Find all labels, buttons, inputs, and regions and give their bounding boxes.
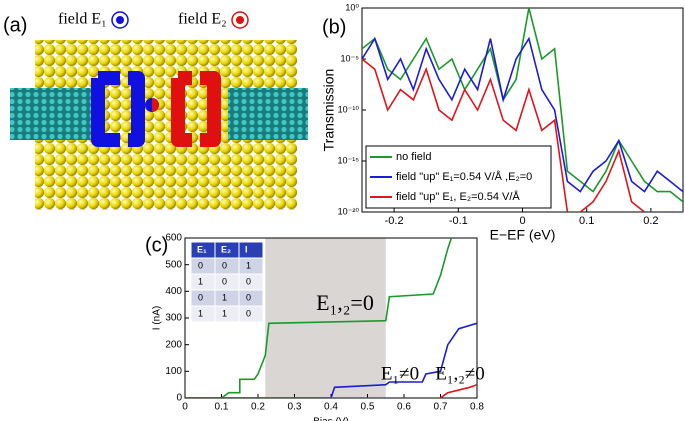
field-label: field E₂: [178, 11, 227, 28]
x-tick-label: 0.6: [397, 402, 411, 413]
y-axis-label: I (nA): [152, 306, 163, 330]
x-tick-label: 0.3: [288, 402, 302, 413]
y-tick-label: 500: [165, 259, 182, 270]
series-line: [185, 322, 477, 398]
table-cell: [238, 305, 264, 323]
x-tick-label: 0: [182, 402, 188, 413]
chart-b: -0.2 -0.1 0 0.1 0.2 10⁻²⁰ 10⁻¹⁵ 10⁻¹⁰ 10⁻⁵ 10⁰ E−E…: [321, 2, 684, 243]
x-axis-label: Bias (V): [313, 417, 349, 421]
y-tick-label: 200: [165, 339, 182, 350]
y-axis-label: Transmission: [321, 69, 337, 152]
x-tick-label: 0.5: [361, 402, 375, 413]
table-header: E₂: [221, 244, 231, 254]
x-tick-label: 0.2: [251, 402, 265, 413]
table-value: 0: [246, 308, 251, 318]
x-tick-label: 0: [519, 215, 525, 227]
table-value: 0: [246, 276, 251, 286]
y-tick-label: 10⁻²⁰: [338, 206, 360, 216]
table-value: 1: [198, 308, 203, 318]
x-tick-label: 0.4: [324, 402, 338, 413]
table-header-cell: [238, 241, 264, 259]
x-tick-label: 0.7: [434, 402, 448, 413]
y-tick-label: 10⁻¹⁵: [338, 155, 360, 165]
field-icon: [236, 16, 244, 24]
series-line: [185, 238, 453, 398]
x-tick-label: 0.1: [579, 215, 594, 227]
table-value: 1: [222, 308, 227, 318]
table-header: E₁: [197, 244, 207, 254]
legend-label: field "up" E₁=0.54 V/Å ,E₂=0: [396, 170, 532, 183]
y-tick-label: 10⁻⁵: [341, 53, 360, 63]
legend-label: field "up" E₁, E₂=0.54 V/Å: [396, 190, 520, 203]
y-tick-label: 0: [176, 393, 182, 404]
chart-c: 0 0.1 0.2 0.3 0.4 0.5 0.6 0.7 0.8010020030040050…: [152, 233, 485, 421]
annotation: E₁,₂=0: [316, 290, 374, 315]
table-value: 1: [222, 292, 227, 302]
table-value: 0: [198, 292, 203, 302]
table-value: 0: [222, 276, 227, 286]
field-label: field E₁: [58, 11, 107, 28]
table-value: 0: [246, 292, 251, 302]
legend-label: no field: [396, 151, 431, 163]
x-tick-label: 0.2: [643, 215, 658, 227]
annotation: E₁≠0: [381, 363, 419, 384]
x-tick-label: 0.1: [215, 402, 229, 413]
field-icon: [116, 16, 124, 24]
table-value: 0: [198, 260, 203, 270]
table-value: 1: [198, 276, 203, 286]
molecule-illustration: [10, 40, 308, 210]
y-tick-label: 100: [165, 366, 182, 377]
panel-label: (b): [322, 16, 346, 38]
panel-label: (a): [3, 14, 27, 36]
y-tick-label: 300: [165, 313, 182, 324]
y-tick-label: 10⁰: [345, 2, 359, 12]
highlight-band: [265, 238, 386, 398]
x-tick-label: -0.2: [385, 215, 404, 227]
panel-label: (c): [145, 234, 168, 256]
x-tick-label: 0.8: [470, 402, 484, 413]
y-tick-label: 10⁻¹⁰: [338, 104, 360, 114]
table-value: 0: [222, 260, 227, 270]
legend-box: [365, 145, 552, 209]
x-axis-label: E−EF (eV): [490, 227, 556, 243]
table-value: 1: [246, 260, 251, 270]
x-tick-label: -0.1: [449, 215, 468, 227]
series-line: [362, 8, 683, 203]
series-line: [362, 58, 683, 212]
table-header: I: [245, 244, 248, 254]
y-tick-label: 600: [165, 233, 182, 244]
series-line: [185, 383, 477, 398]
annotation: E₁,₂≠0: [435, 363, 485, 384]
series-line: [362, 36, 683, 193]
y-tick-label: 400: [165, 286, 182, 297]
